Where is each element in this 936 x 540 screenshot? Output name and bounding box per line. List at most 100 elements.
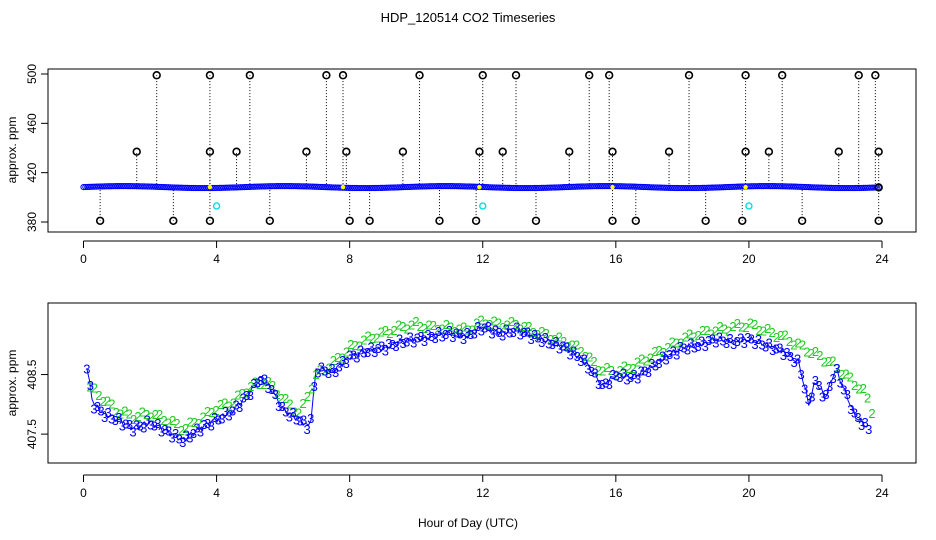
- series-2-marker: 2: [525, 319, 532, 334]
- y-tick-label: 420: [25, 162, 39, 182]
- series-3-marker: 3: [218, 411, 225, 426]
- series-3-marker: 3: [414, 331, 421, 346]
- high-outlier-point: [604, 71, 614, 80]
- series-3-marker: 3: [424, 327, 431, 342]
- series-2-marker: 2: [391, 323, 398, 338]
- high-outlier-point: [585, 71, 594, 80]
- cyan-point: [212, 202, 221, 210]
- high-outlier-point: [741, 71, 750, 80]
- series-2-marker: 2: [612, 368, 619, 383]
- series-2-marker: 2: [378, 324, 385, 339]
- series-3-marker: 3: [236, 400, 243, 415]
- y-tick-label: 460: [25, 113, 39, 133]
- series-2-marker: 2: [582, 349, 589, 364]
- series-2-marker: 2: [721, 321, 728, 336]
- series-3-marker: 3: [264, 381, 271, 396]
- low-outlier-point: [435, 216, 444, 225]
- series-3-marker: 3: [741, 336, 748, 351]
- low-outlier-point: [874, 216, 883, 225]
- series-3-marker: 3: [165, 423, 172, 438]
- series-2-marker: 2: [186, 415, 193, 430]
- series-2-marker: 2: [243, 385, 250, 400]
- series-2-marker: 2: [412, 314, 419, 329]
- series-2-marker: 2: [669, 334, 676, 349]
- series-3-marker: 3: [339, 353, 346, 368]
- series-3-marker: 3: [513, 320, 520, 335]
- series-2-marker: 2: [356, 338, 363, 353]
- series-3-marker: 3: [684, 343, 691, 358]
- series-2-marker: 2: [160, 413, 167, 428]
- series-3-marker: 3: [755, 332, 762, 347]
- series-2-marker: 2: [382, 323, 389, 338]
- series-3-marker: 3: [407, 330, 414, 345]
- series-2-marker: 2: [530, 325, 537, 340]
- series-3-marker: 3: [705, 333, 712, 348]
- series-3-marker: 3: [503, 321, 510, 336]
- series-2-marker: 2: [208, 405, 215, 420]
- series-2-marker: 2: [173, 416, 180, 431]
- bottom-x-axis: 0 4 8 12 16 20 24: [80, 474, 889, 500]
- series-3-marker: 3: [307, 411, 314, 426]
- mid-outlier-point: [565, 147, 574, 156]
- series-3-marker: 3: [112, 413, 119, 428]
- series-3-marker: 3: [641, 363, 648, 378]
- series-3-marker: 3: [687, 336, 694, 351]
- series-3-marker: 3: [197, 424, 204, 439]
- series-3-line: [86, 324, 869, 443]
- series-2-marker: 2: [156, 407, 163, 422]
- series-3-marker: 3: [766, 336, 773, 351]
- series-3-marker: 3: [723, 336, 730, 351]
- series-2-marker: 2: [621, 359, 628, 374]
- low-outlier-point: [205, 216, 215, 225]
- series-2-marker: 2: [742, 320, 749, 335]
- series-2-marker: 2: [338, 350, 345, 365]
- x-tick-label: 20: [742, 486, 756, 500]
- series-3-marker: 3: [762, 340, 769, 355]
- series-3-marker: 3: [591, 365, 598, 380]
- series-2-marker: 2: [808, 346, 815, 361]
- series-3-marker: 3: [375, 341, 382, 356]
- series-3-marker: 3: [652, 359, 659, 374]
- series-2-marker: 2: [100, 394, 107, 409]
- series-3-marker: 3: [133, 418, 140, 433]
- series-2-marker: 2: [851, 378, 858, 393]
- low-outlier-point: [531, 216, 541, 225]
- series-2-marker: 2: [829, 353, 836, 368]
- series-3-marker: 3: [101, 410, 108, 425]
- series-2-marker: 2: [551, 332, 558, 347]
- series-3-marker: 3: [296, 413, 303, 428]
- x-axis-label: Hour of Day (UTC): [418, 516, 518, 530]
- series-3-marker: 3: [360, 346, 367, 361]
- series-2-marker: 2: [629, 361, 636, 376]
- top-y-axis-label: approx. ppm: [5, 117, 19, 184]
- series-2-marker: 2: [695, 328, 702, 343]
- series-3-marker: 3: [719, 334, 726, 349]
- series-3-marker: 3: [495, 325, 502, 340]
- high-outlier-point: [322, 71, 331, 80]
- series-3-marker: 3: [247, 388, 254, 403]
- series-3-marker: 3: [485, 319, 492, 334]
- series-3-marker: 3: [215, 412, 222, 427]
- series-3-marker: 3: [463, 325, 470, 340]
- series-3-marker: 3: [588, 364, 595, 379]
- x-tick-label: 20: [742, 252, 756, 266]
- series-3-marker: 3: [613, 369, 620, 384]
- series-2-marker: 2: [868, 406, 875, 421]
- series-3-marker: 3: [506, 325, 513, 340]
- series-3-marker: 3: [812, 373, 819, 388]
- series-2-marker: 2: [482, 316, 489, 331]
- series-3-marker: 3: [726, 331, 733, 346]
- series-3-marker: 3: [524, 325, 531, 340]
- series-2-marker: 2: [260, 377, 267, 392]
- series-3-marker: 3: [368, 339, 375, 354]
- series-3-marker: 3: [620, 365, 627, 380]
- series-3-marker: 3: [417, 329, 424, 344]
- series-3-marker: 3: [808, 390, 815, 405]
- y-tick-label: 500: [25, 64, 39, 84]
- series-3-marker: 3: [517, 327, 524, 342]
- series-2-marker: 2: [734, 316, 741, 331]
- series-2-marker: 2: [790, 338, 797, 353]
- series-3-marker: 3: [474, 319, 481, 334]
- series-3-marker: 3: [563, 339, 570, 354]
- series-2-marker: 2: [682, 330, 689, 345]
